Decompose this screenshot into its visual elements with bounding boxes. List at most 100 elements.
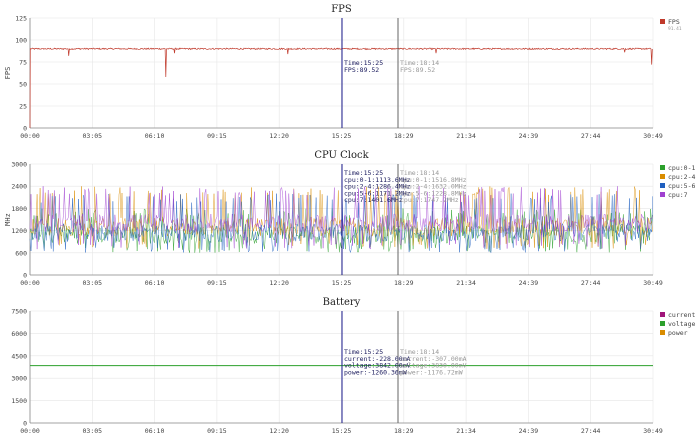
y-tick-label: 100 bbox=[15, 37, 27, 45]
tooltip-secondary-line: FPS:89.52 bbox=[400, 66, 435, 74]
y-tick-label: 0 bbox=[23, 125, 27, 133]
tooltip-primary-line: cpu:7:1401.6MHz bbox=[344, 196, 403, 204]
x-tick-label: 12:20 bbox=[269, 279, 289, 287]
y-tick-label: 1500 bbox=[11, 397, 27, 405]
y-tick-label: 600 bbox=[15, 249, 27, 257]
x-tick-label: 27:44 bbox=[581, 427, 601, 435]
x-tick-label: 06:10 bbox=[145, 132, 165, 140]
series-cpu-0-1 bbox=[29, 208, 653, 253]
y-tick-label: 6000 bbox=[11, 330, 27, 338]
x-tick-label: 21:34 bbox=[456, 279, 476, 287]
x-tick-label: 24:39 bbox=[519, 279, 539, 287]
tooltip-primary-line: Time:15:25 bbox=[344, 169, 383, 177]
chart-title: CPU Clock bbox=[314, 150, 369, 161]
y-tick-label: 75 bbox=[19, 59, 27, 67]
x-tick-label: 21:34 bbox=[456, 132, 476, 140]
y-tick-label: 1800 bbox=[11, 205, 27, 213]
legend-swatch bbox=[660, 165, 665, 170]
tooltip-secondary-line: voltage:3830.00mV bbox=[400, 362, 467, 370]
battery-chart: Battery 0 1500 3000 4500 6000 7500 00:00 03:05 06… bbox=[11, 297, 695, 435]
tooltip-primary-line: FPS:89.52 bbox=[344, 66, 379, 74]
x-tick-label: 09:15 bbox=[207, 427, 227, 435]
x-tick-label: 15:25 bbox=[332, 279, 352, 287]
y-tick-label: 7500 bbox=[11, 308, 27, 316]
x-tick-label: 18:29 bbox=[394, 427, 414, 435]
x-tick-label: 30:49 bbox=[643, 132, 663, 140]
fps-chart: FPS 0 25 50 75 100 125 00:00 03:05 06:10 09:15 12:2… bbox=[4, 4, 682, 140]
x-tick-label: 30:49 bbox=[643, 427, 663, 435]
legend-label: cpu:0-1 bbox=[668, 164, 695, 172]
x-tick-label: 24:39 bbox=[519, 427, 539, 435]
y-tick-label: 3000 bbox=[11, 375, 27, 383]
x-tick-label: 30:49 bbox=[643, 279, 663, 287]
x-tick-label: 03:05 bbox=[83, 279, 103, 287]
x-tick-label: 15:25 bbox=[332, 427, 352, 435]
x-tick-label: 12:20 bbox=[269, 132, 289, 140]
chart-title: FPS bbox=[331, 4, 352, 15]
tooltip-primary-line: cpu:0-1:1113.6MHz bbox=[344, 176, 411, 184]
tooltip-secondary-line: current:-307.00mA bbox=[400, 355, 467, 363]
x-tick-label: 03:05 bbox=[83, 427, 103, 435]
y-axis-label: FPS bbox=[4, 67, 12, 80]
x-tick-label: 09:15 bbox=[207, 279, 227, 287]
legend-swatch bbox=[660, 174, 665, 179]
legend-value: 91.41 bbox=[668, 26, 682, 32]
x-tick-label: 09:15 bbox=[207, 132, 227, 140]
legend-label: power bbox=[668, 329, 688, 337]
legend-swatch bbox=[660, 19, 665, 24]
tooltip-secondary-line: cpu:5-6:1228.8MHz bbox=[400, 189, 467, 197]
legend-label: current bbox=[668, 311, 695, 319]
tooltip-secondary-line: Time:18:14 bbox=[400, 59, 439, 67]
y-tick-label: 50 bbox=[19, 81, 27, 89]
tooltip-primary-line: power:-1260.36mW bbox=[344, 368, 407, 376]
legend-label: cpu:7 bbox=[668, 191, 688, 199]
x-tick-label: 27:44 bbox=[581, 279, 601, 287]
legend-label: voltage bbox=[668, 320, 695, 328]
tooltip-secondary-line: Time:18:14 bbox=[400, 169, 439, 177]
tooltip-primary-line: cpu:5-6:1171.2MHz bbox=[344, 189, 411, 197]
legend-swatch bbox=[660, 192, 665, 197]
legend-swatch bbox=[660, 183, 665, 188]
x-tick-label: 06:10 bbox=[145, 427, 165, 435]
tooltip-primary-line: voltage:3842.00mV bbox=[344, 362, 411, 370]
legend-label: FPS bbox=[668, 18, 680, 26]
y-tick-label: 25 bbox=[19, 103, 27, 111]
tooltip-secondary-line: cpu:7:1747.2MHz bbox=[400, 196, 459, 204]
x-tick-label: 21:34 bbox=[456, 427, 476, 435]
tooltip-secondary-line: cpu:2-4:1632.0MHz bbox=[400, 183, 467, 191]
y-tick-label: 4500 bbox=[11, 352, 27, 360]
x-tick-label: 00:00 bbox=[20, 132, 40, 140]
y-axis-label: MHz bbox=[4, 213, 12, 226]
series-cpu-5-6 bbox=[29, 193, 653, 254]
legend-swatch bbox=[660, 330, 665, 335]
cpu-chart: CPU Clock 0 600 1200 1800 2400 3000 00:00 03:05 0… bbox=[4, 150, 695, 287]
chart-title: Battery bbox=[323, 297, 361, 308]
tooltip-secondary-line: power:-1176.72mW bbox=[400, 368, 463, 376]
y-tick-label: 2400 bbox=[11, 183, 27, 191]
series-fps bbox=[29, 47, 653, 129]
y-tick-label: 1200 bbox=[11, 227, 27, 235]
x-tick-label: 15:25 bbox=[332, 132, 352, 140]
tooltip-primary-line: cpu:2-4:1286.4MHz bbox=[344, 183, 411, 191]
x-tick-label: 03:05 bbox=[83, 132, 103, 140]
tooltip-primary-line: current:-228.00mA bbox=[344, 355, 411, 363]
tooltip-primary-line: Time:15:25 bbox=[344, 348, 383, 356]
y-tick-label: 0 bbox=[23, 272, 27, 280]
y-tick-label: 0 bbox=[23, 420, 27, 428]
y-tick-label: 3000 bbox=[11, 161, 27, 169]
x-tick-label: 12:20 bbox=[269, 427, 289, 435]
series-cpu-7 bbox=[29, 186, 653, 250]
x-tick-label: 18:29 bbox=[394, 279, 414, 287]
y-tick-label: 125 bbox=[15, 15, 27, 23]
x-tick-label: 00:00 bbox=[20, 427, 40, 435]
x-tick-label: 06:10 bbox=[145, 279, 165, 287]
x-tick-label: 18:29 bbox=[394, 132, 414, 140]
tooltip-primary-line: Time:15:25 bbox=[344, 59, 383, 67]
legend-label: cpu:5-6 bbox=[668, 182, 695, 190]
tooltip-secondary-line: cpu:0-1:1516.8MHz bbox=[400, 176, 467, 184]
legend-swatch bbox=[660, 312, 665, 317]
x-tick-label: 00:00 bbox=[20, 279, 40, 287]
x-tick-label: 27:44 bbox=[581, 132, 601, 140]
